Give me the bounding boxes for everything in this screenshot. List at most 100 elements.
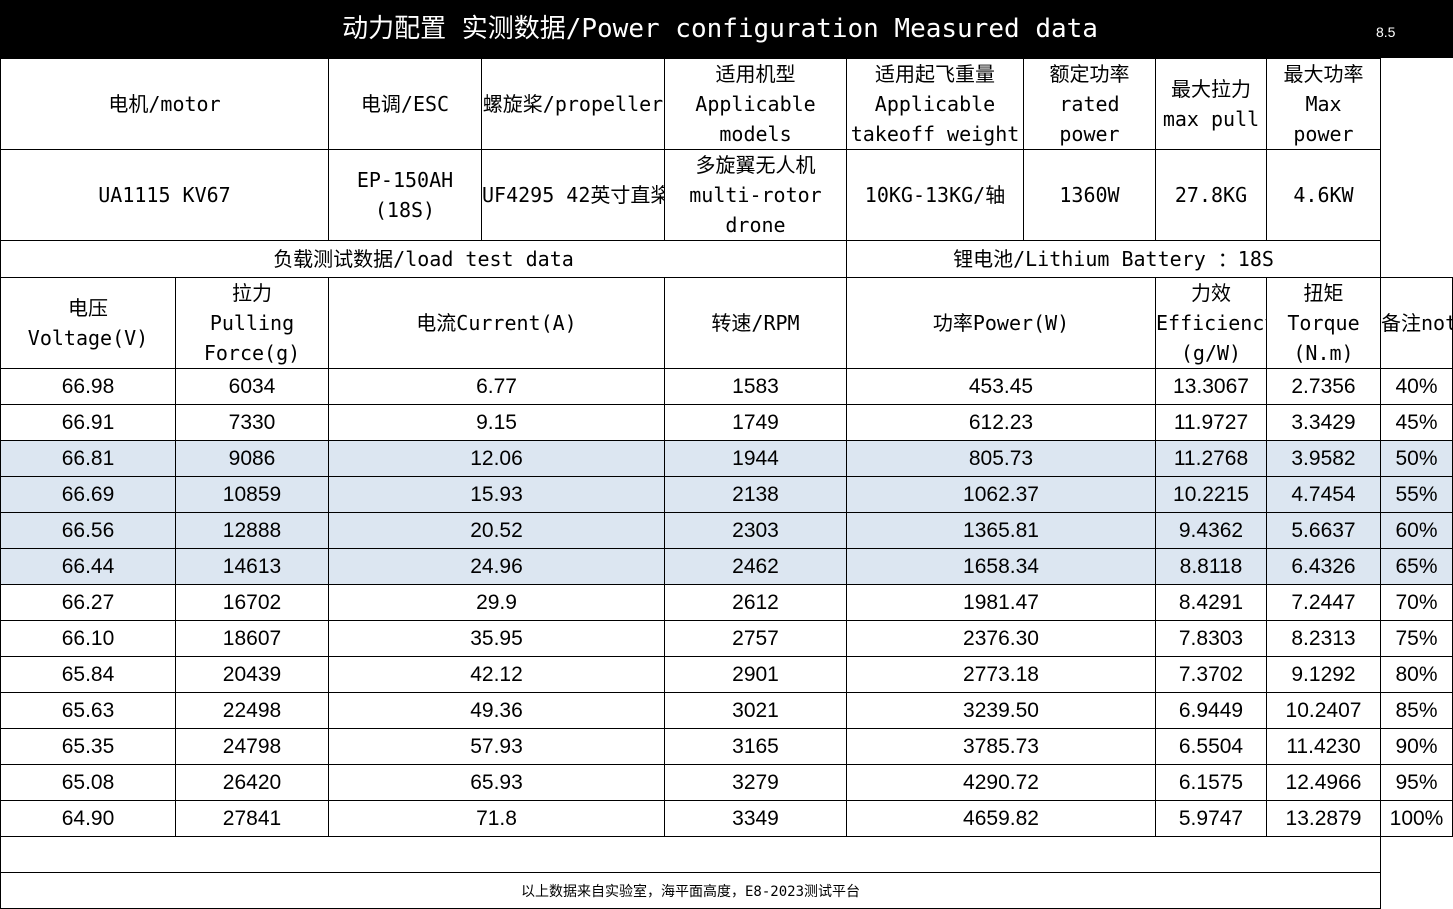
torque-cell: 10.2407 (1266, 692, 1381, 729)
rated-header-line2: rated (1059, 92, 1120, 116)
models-header: 适用机型 Applicable models (664, 58, 847, 150)
rpm-cell: 2462 (664, 548, 847, 585)
power-cell: 1062.37 (846, 476, 1156, 513)
weight-value: 10KG-13KG/轴 (846, 149, 1024, 241)
current-cell: 35.95 (328, 620, 665, 657)
eff-header-line2: Efficiency (1156, 311, 1267, 335)
pull-cell: 27841 (175, 800, 329, 837)
section-row: 负载测试数据/load test data 锂电池/Lithium Batter… (0, 240, 1453, 278)
footer-note: 以上数据来自实验室，海平面高度，E8-2023测试平台 (0, 872, 1381, 909)
efficiency-cell: 7.3702 (1155, 656, 1267, 693)
voltage-cell: 65.08 (0, 764, 176, 801)
current-cell: 71.8 (328, 800, 665, 837)
models-value-line2: multi-rotor (689, 183, 822, 207)
current-cell: 24.96 (328, 548, 665, 585)
weight-header: 适用起飞重量 Applicable takeoff weight (846, 58, 1024, 150)
rpm-cell: 2901 (664, 656, 847, 693)
note-cell: 90% (1380, 728, 1453, 765)
power-cell: 3785.73 (846, 728, 1156, 765)
torque-header: 扭矩 Torque (N.m) (1266, 277, 1381, 369)
max-power-value: 4.6KW (1266, 149, 1381, 241)
pull-cell: 26420 (175, 764, 329, 801)
table-row: 66.44 14613 24.96 2462 1658.34 8.8118 6.4326 65… (0, 548, 1453, 585)
note-cell: 65% (1380, 548, 1453, 585)
efficiency-cell: 13.3067 (1155, 368, 1267, 405)
efficiency-cell: 8.8118 (1155, 548, 1267, 585)
models-value-line1: 多旋翼无人机 (695, 153, 816, 177)
current-cell: 15.93 (328, 476, 665, 513)
table-row: 66.98 6034 6.77 1583 453.45 13.3067 2.7356 40% (0, 368, 1453, 405)
torque-cell: 5.6637 (1266, 512, 1381, 549)
rpm-cell: 2612 (664, 584, 847, 621)
esc-header: 电调/ESC (328, 58, 482, 150)
rpm-cell: 3349 (664, 800, 847, 837)
spec-value-row: UA1115 KV67 EP-150AH (18S) UF4295 42英寸直桨… (0, 149, 1453, 241)
rpm-cell: 1944 (664, 440, 847, 477)
note-cell: 55% (1380, 476, 1453, 513)
page-title: 动力配置 实测数据/Power configuration Measured d… (342, 14, 1098, 44)
esc-value: EP-150AH (18S) (328, 149, 482, 241)
torque-cell: 9.1292 (1266, 656, 1381, 693)
table-row: 66.81 9086 12.06 1944 805.73 11.2768 3.9582 50% (0, 440, 1453, 477)
table-row: 65.84 20439 42.12 2901 2773.18 7.3702 9.1292 80… (0, 656, 1453, 693)
note-header: 备注note (1380, 277, 1453, 369)
power-header: 功率Power(W) (846, 277, 1156, 369)
current-cell: 57.93 (328, 728, 665, 765)
footer-row: 以上数据来自实验室，海平面高度，E8-2023测试平台 (0, 872, 1453, 909)
rpm-cell: 1583 (664, 368, 847, 405)
power-cell: 1981.47 (846, 584, 1156, 621)
maxpower-header-line1: 最大功率 (1283, 62, 1364, 86)
efficiency-cell: 11.9727 (1155, 404, 1267, 441)
pull-cell: 24798 (175, 728, 329, 765)
current-cell: 29.9 (328, 584, 665, 621)
current-cell: 9.15 (328, 404, 665, 441)
voltage-cell: 66.56 (0, 512, 176, 549)
current-cell: 65.93 (328, 764, 665, 801)
rated-header-line1: 额定功率 (1049, 62, 1130, 86)
models-header-line3: models (719, 122, 792, 146)
rpm-cell: 2303 (664, 512, 847, 549)
current-cell: 49.36 (328, 692, 665, 729)
current-cell: 42.12 (328, 656, 665, 693)
torque-cell: 7.2447 (1266, 584, 1381, 621)
voltage-header: 电压 Voltage(V) (0, 277, 176, 369)
rpm-cell: 2138 (664, 476, 847, 513)
note-cell: 75% (1380, 620, 1453, 657)
efficiency-cell: 7.8303 (1155, 620, 1267, 657)
voltage-cell: 65.35 (0, 728, 176, 765)
voltage-cell: 66.69 (0, 476, 176, 513)
power-cell: 612.23 (846, 404, 1156, 441)
pull-cell: 20439 (175, 656, 329, 693)
torque-cell: 2.7356 (1266, 368, 1381, 405)
rpm-cell: 3165 (664, 728, 847, 765)
voltage-cell: 66.10 (0, 620, 176, 657)
torque-cell: 3.9582 (1266, 440, 1381, 477)
current-header: 电流Current(A) (328, 277, 665, 369)
power-cell: 4659.82 (846, 800, 1156, 837)
motor-header: 电机/motor (0, 58, 329, 150)
propeller-header: 螺旋桨/propeller (481, 58, 665, 150)
voltage-cell: 66.44 (0, 548, 176, 585)
torque-cell: 3.3429 (1266, 404, 1381, 441)
battery-label: 锂电池/Lithium Battery ：18S (846, 240, 1381, 278)
torque-header-line1: 扭矩 (1303, 281, 1344, 305)
table-row: 66.27 16702 29.9 2612 1981.47 8.4291 7.2447 70% (0, 584, 1453, 621)
load-test-label: 负载测试数据/load test data (0, 240, 847, 278)
power-cell: 1658.34 (846, 548, 1156, 585)
blank-row (0, 836, 1453, 873)
voltage-cell: 64.90 (0, 800, 176, 837)
models-header-line1: 适用机型 (715, 62, 796, 86)
efficiency-cell: 6.5504 (1155, 728, 1267, 765)
table-row: 66.56 12888 20.52 2303 1365.81 9.4362 5.6637 60… (0, 512, 1453, 549)
rpm-cell: 2757 (664, 620, 847, 657)
torque-cell: 11.4230 (1266, 728, 1381, 765)
rated-power-value: 1360W (1023, 149, 1156, 241)
title-bar: 动力配置 实测数据/Power configuration Measured d… (0, 0, 1453, 58)
note-cell: 50% (1380, 440, 1453, 477)
current-cell: 12.06 (328, 440, 665, 477)
models-header-line2: Applicable (695, 92, 816, 116)
pull-cell: 12888 (175, 512, 329, 549)
rpm-cell: 1749 (664, 404, 847, 441)
table-row: 66.69 10859 15.93 2138 1062.37 10.2215 4.7454 5… (0, 476, 1453, 513)
propeller-value: UF4295 42英寸直桨 (481, 149, 665, 241)
